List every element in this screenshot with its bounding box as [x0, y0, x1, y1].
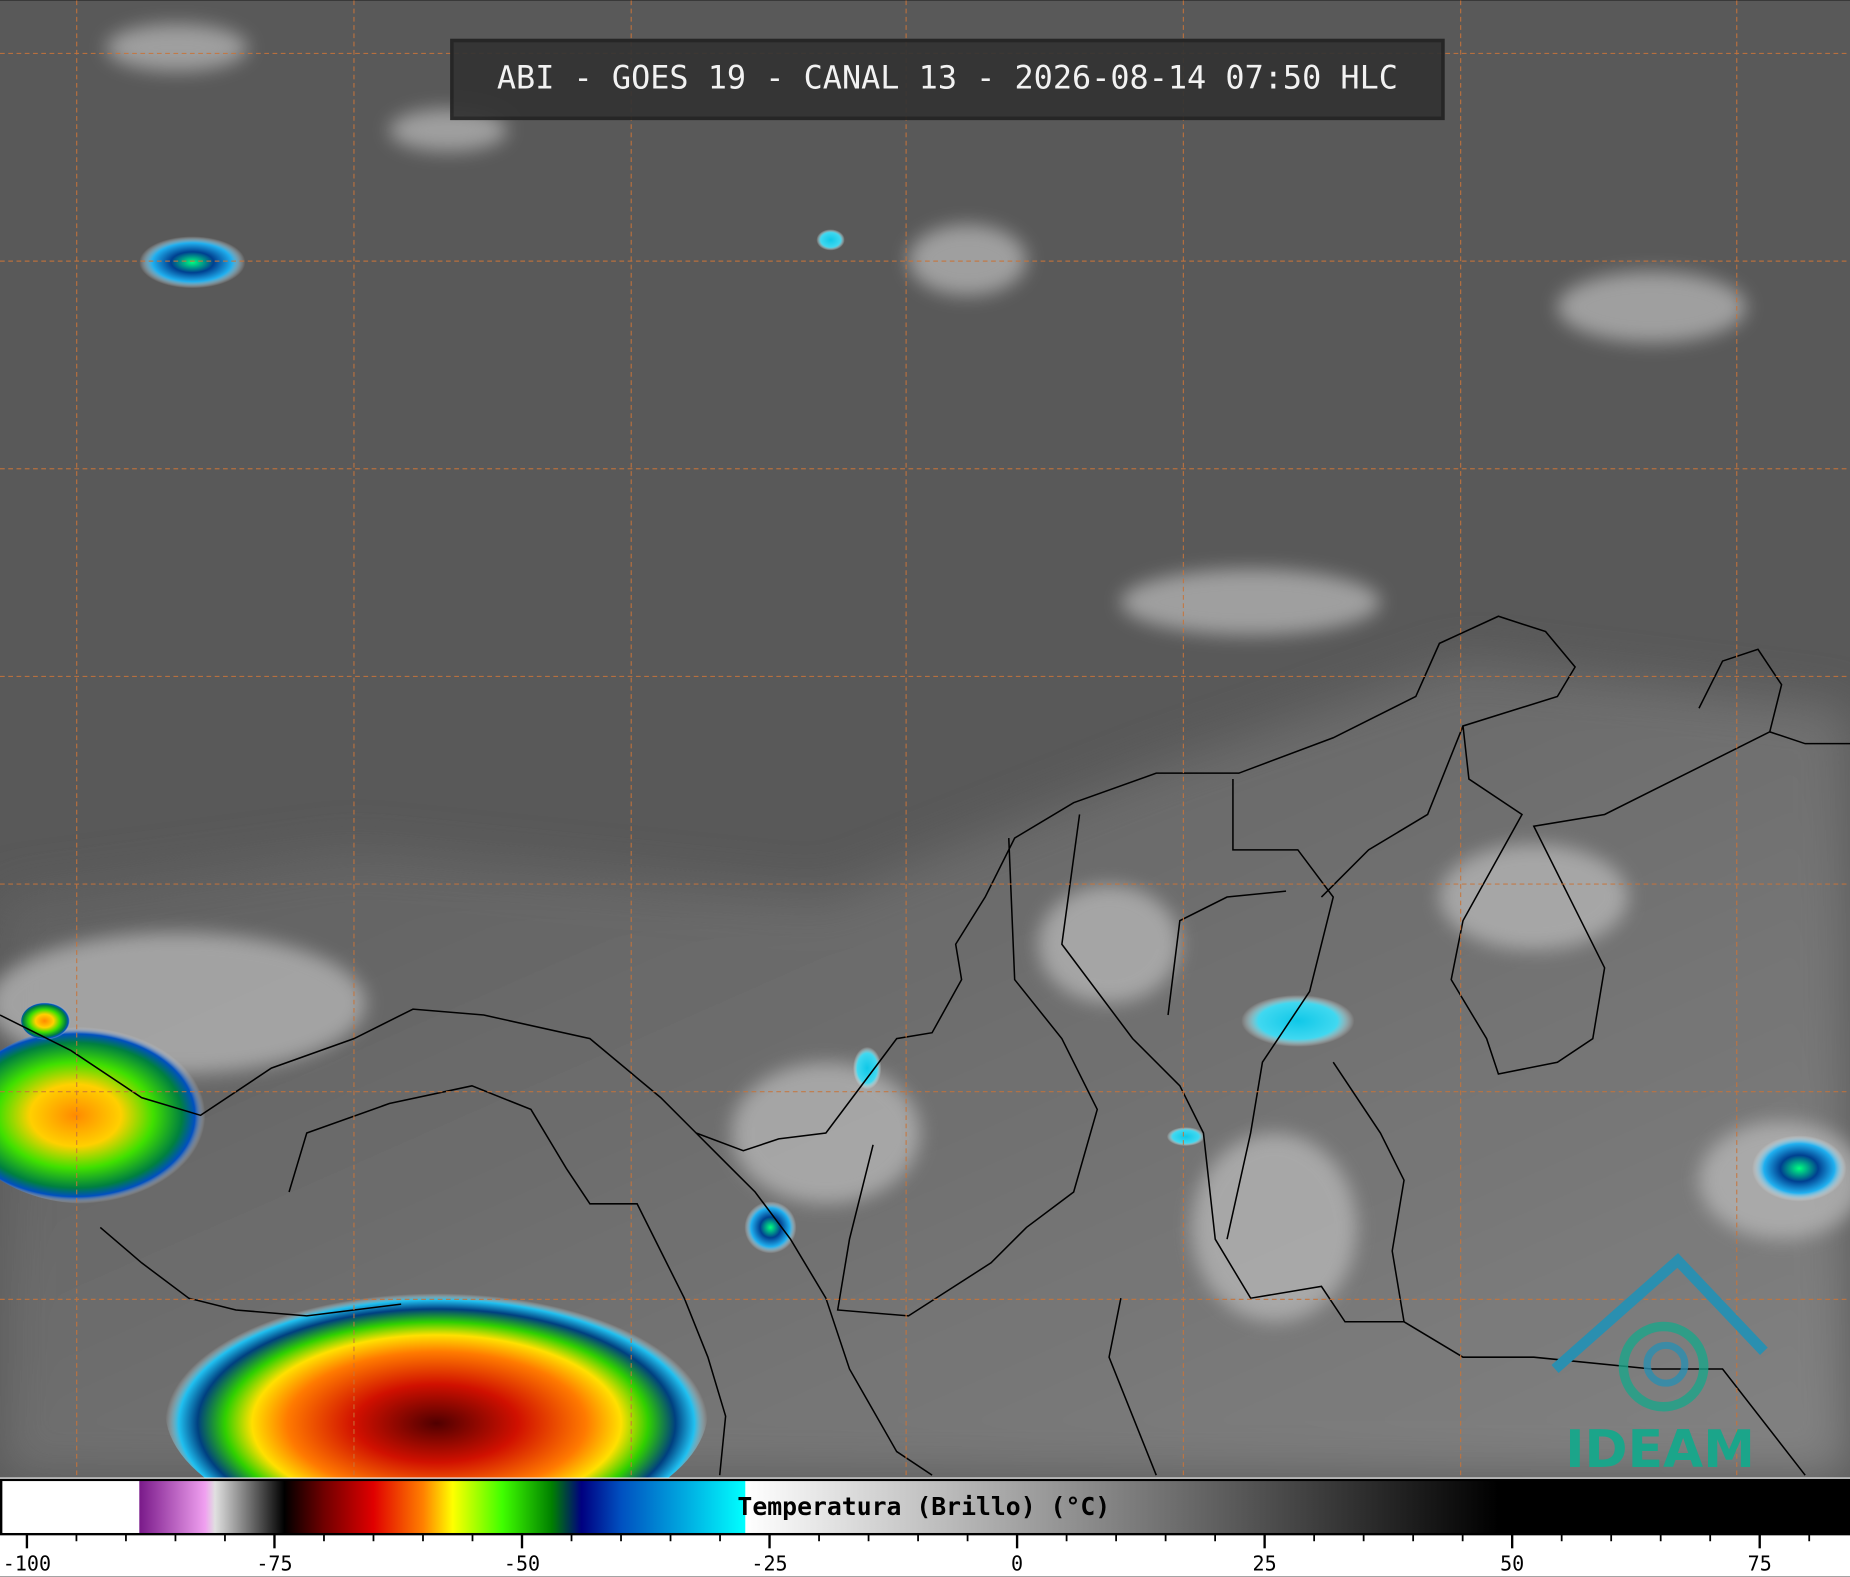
storm: [165, 1280, 708, 1541]
cell: [853, 1046, 882, 1090]
logo-swirl: [1618, 1321, 1709, 1412]
cell: [1241, 994, 1355, 1047]
title-box: [450, 38, 1445, 121]
land-tone: [0, 661, 1850, 1478]
tick-label: -50: [504, 1551, 540, 1575]
tick-label: -25: [751, 1551, 787, 1575]
cell: [816, 229, 845, 251]
logo-text: IDEAM: [1565, 1420, 1755, 1480]
tick-label: 50: [1500, 1551, 1524, 1575]
logo: IDEAM: [1551, 1253, 1768, 1480]
storm: [21, 1002, 74, 1040]
tick-label: 0: [1011, 1551, 1023, 1575]
tick-label: 25: [1253, 1551, 1277, 1575]
graticule: [0, 0, 1850, 1478]
colorbar-ticks: -100 -75 -50 -25 0 25 50 75: [3, 1534, 1811, 1575]
cell: [744, 1201, 797, 1254]
logo-roof: [1551, 1253, 1768, 1373]
cell: [1166, 1127, 1205, 1146]
tick-label: 75: [1748, 1551, 1772, 1575]
coastlines: [0, 615, 1850, 1476]
tick-label: -100: [3, 1551, 51, 1575]
storm: [0, 1026, 219, 1204]
colorbar: [0, 1478, 1850, 1536]
colorbar-label: Temperatura (Brillo) (°C): [737, 1492, 1110, 1521]
title: ABI - GOES 19 - CANAL 13 - 2026-08-14 07…: [497, 58, 1398, 96]
cell: [1752, 1135, 1847, 1202]
tick-label: -75: [256, 1551, 292, 1575]
logo-swirl: [1643, 1341, 1689, 1387]
cell: [139, 236, 246, 289]
convective-cells: [0, 229, 1847, 1541]
